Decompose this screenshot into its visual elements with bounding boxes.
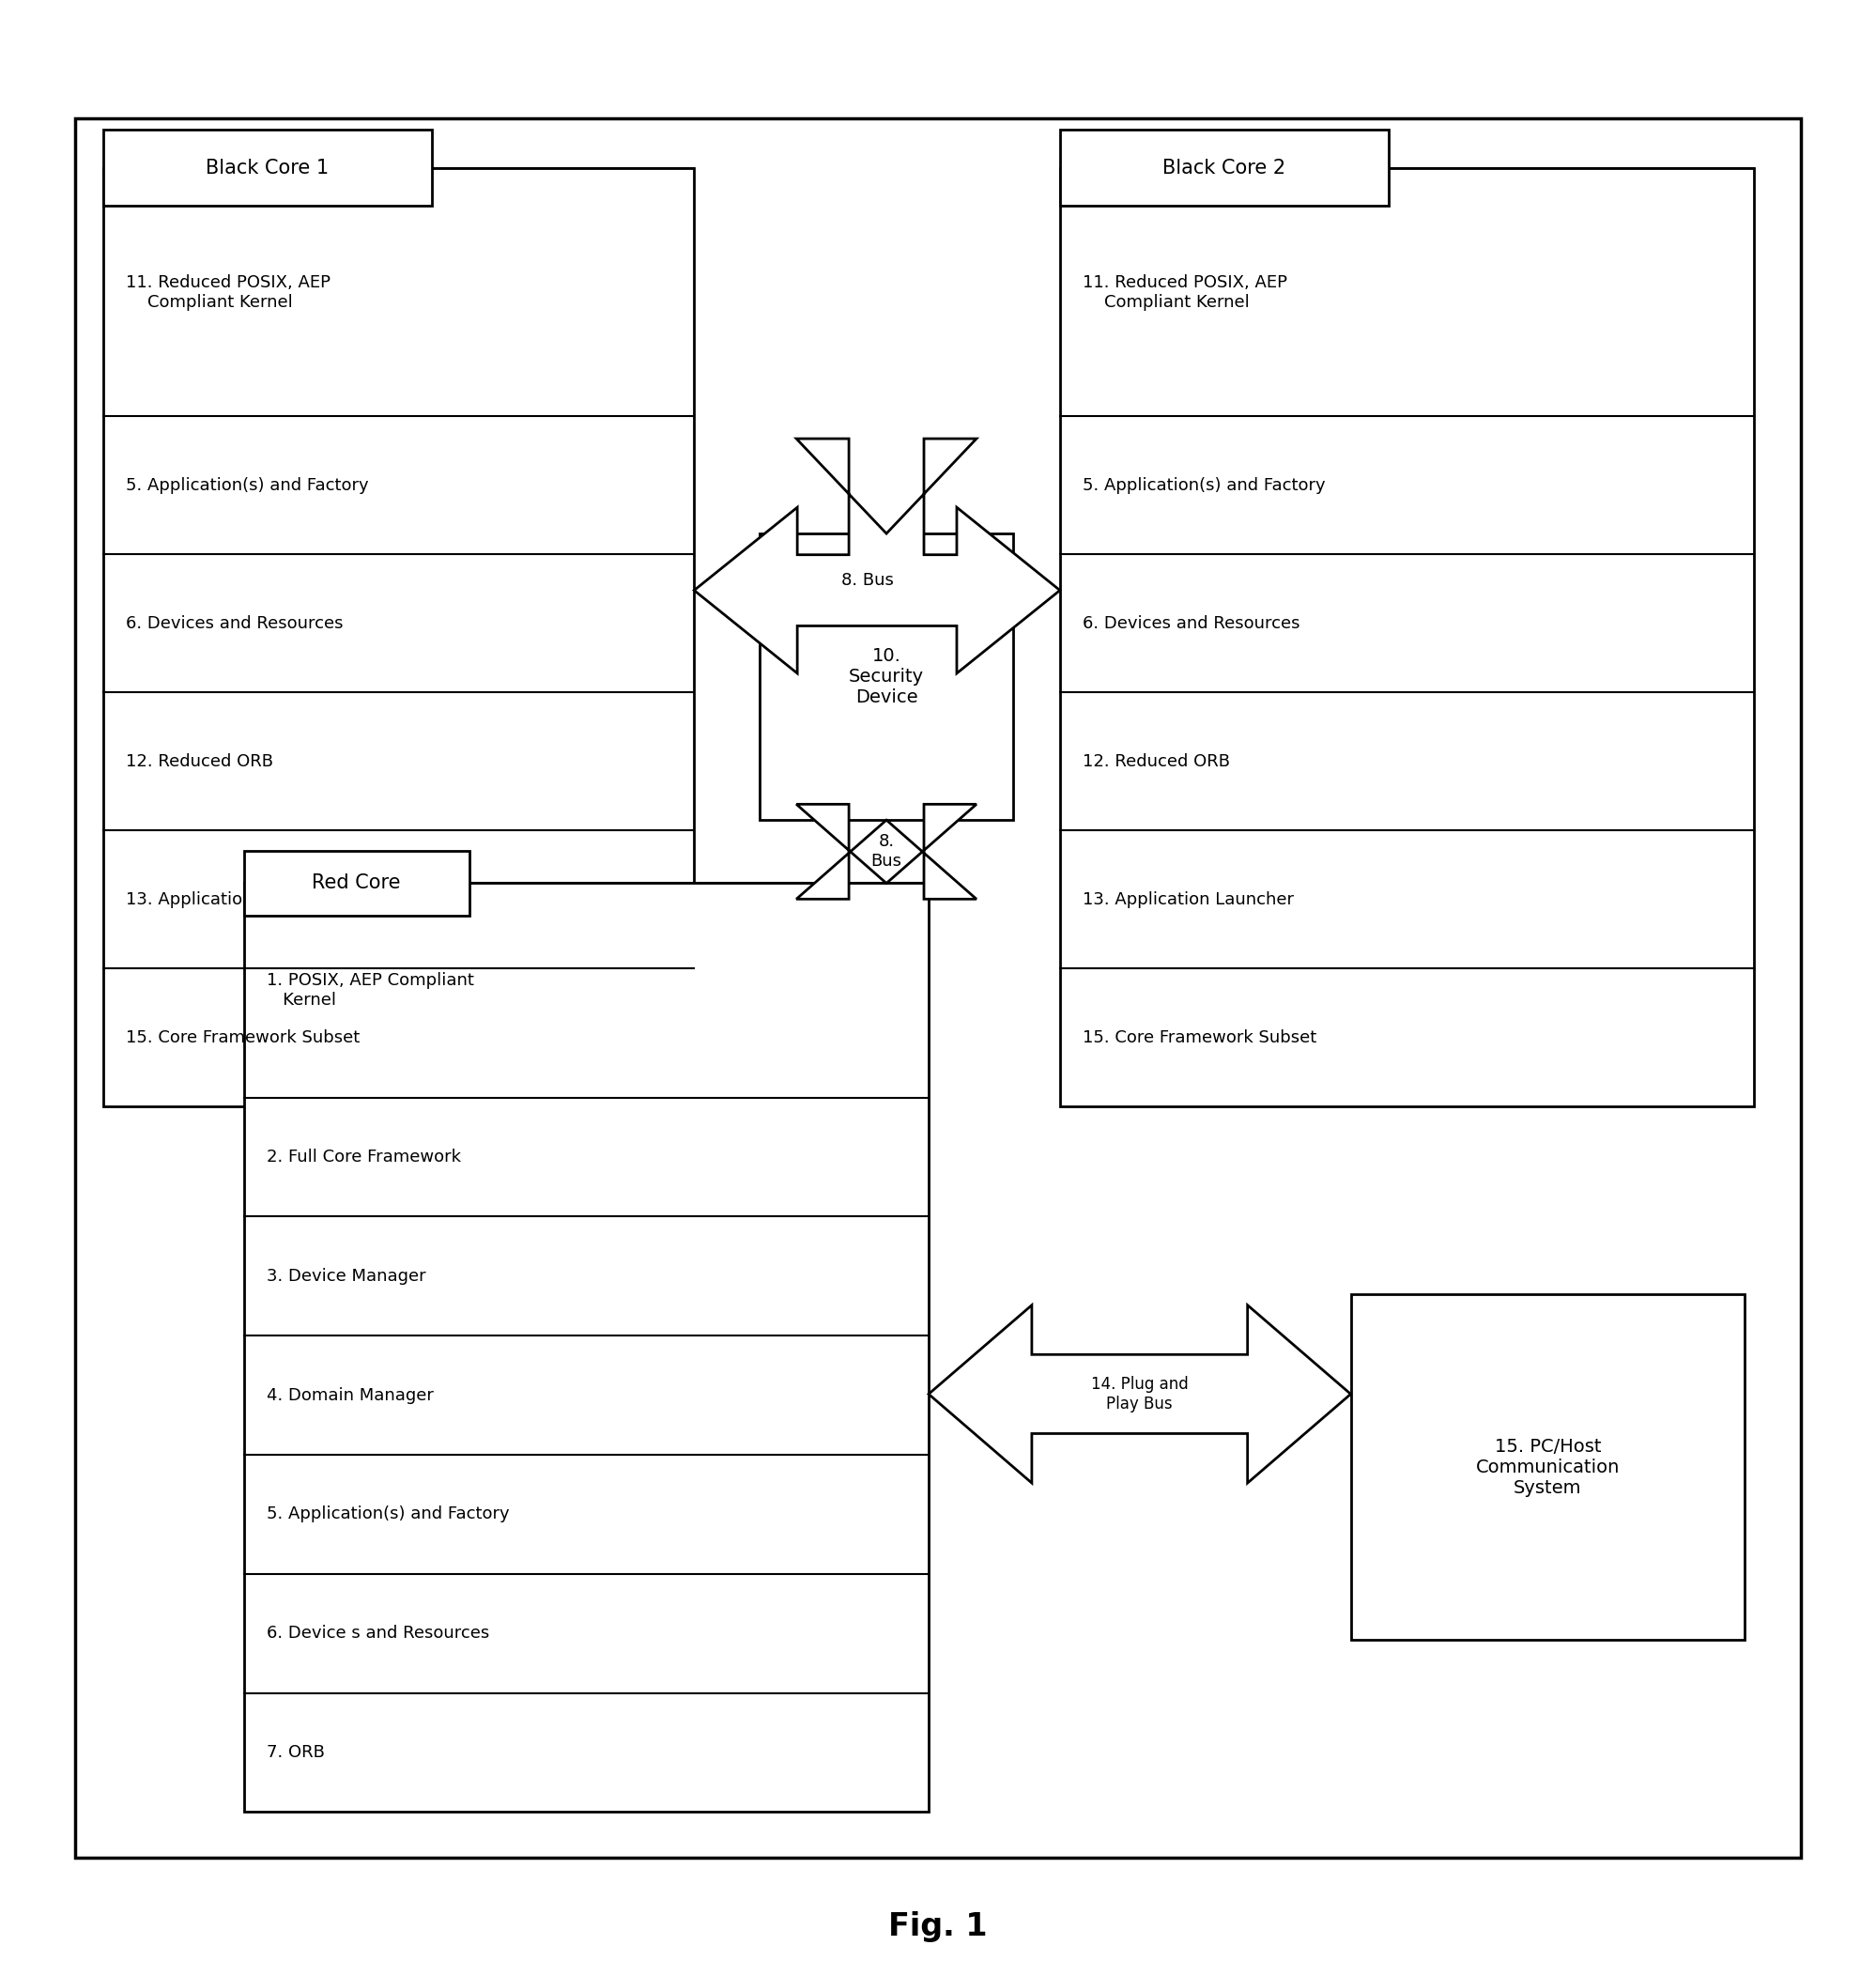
Text: 1. POSIX, AEP Compliant
   Kernel: 1. POSIX, AEP Compliant Kernel [266,972,475,1008]
Text: 7. ORB: 7. ORB [266,1745,325,1761]
Text: 10.
Security
Device: 10. Security Device [848,648,925,705]
Text: 6. Devices and Resources: 6. Devices and Resources [126,615,343,632]
Text: 8.
Bus: 8. Bus [870,834,902,869]
Text: 8. Bus: 8. Bus [842,571,893,589]
Text: 12. Reduced ORB: 12. Reduced ORB [126,753,274,771]
Text: 13. Application Launcher: 13. Application Launcher [126,891,338,907]
Text: 15. PC/Host
Communication
System: 15. PC/Host Communication System [1476,1439,1619,1496]
Text: 13. Application Launcher: 13. Application Launcher [1082,891,1294,907]
Text: 5. Application(s) and Factory: 5. Application(s) and Factory [126,476,368,494]
Text: 11. Reduced POSIX, AEP
    Compliant Kernel: 11. Reduced POSIX, AEP Compliant Kernel [126,275,330,310]
Bar [244,850,469,917]
Bar [75,119,1801,1857]
Text: 5. Application(s) and Factory: 5. Application(s) and Factory [1082,476,1324,494]
Text: 6. Devices and Resources: 6. Devices and Resources [1082,615,1300,632]
Text: 6. Device s and Resources: 6. Device s and Resources [266,1624,490,1642]
Bar [1351,1294,1745,1640]
Polygon shape [797,804,977,899]
Text: Black Core 2: Black Core 2 [1163,158,1285,178]
Text: 2. Full Core Framework: 2. Full Core Framework [266,1148,461,1166]
Text: 4. Domain Manager: 4. Domain Manager [266,1387,433,1403]
Text: Black Core 1: Black Core 1 [206,158,328,178]
Bar [760,534,1013,820]
Text: 15. Core Framework Subset: 15. Core Framework Subset [1082,1029,1317,1045]
Text: 11. Reduced POSIX, AEP
    Compliant Kernel: 11. Reduced POSIX, AEP Compliant Kernel [1082,275,1287,310]
Text: 12. Reduced ORB: 12. Reduced ORB [1082,753,1231,771]
Text: 5. Application(s) and Factory: 5. Application(s) and Factory [266,1506,508,1523]
Polygon shape [694,439,1060,674]
Text: Red Core: Red Core [311,873,401,893]
Text: Fig. 1: Fig. 1 [889,1911,987,1942]
Bar [244,883,929,1812]
Bar [103,168,694,1107]
Text: 14. Plug and
Play Bus: 14. Plug and Play Bus [1092,1375,1188,1413]
Polygon shape [929,1306,1351,1482]
Bar [1060,130,1388,206]
Bar [103,130,431,206]
Bar [1060,168,1754,1107]
Text: 3. Device Manager: 3. Device Manager [266,1269,426,1284]
Text: 15. Core Framework Subset: 15. Core Framework Subset [126,1029,360,1045]
